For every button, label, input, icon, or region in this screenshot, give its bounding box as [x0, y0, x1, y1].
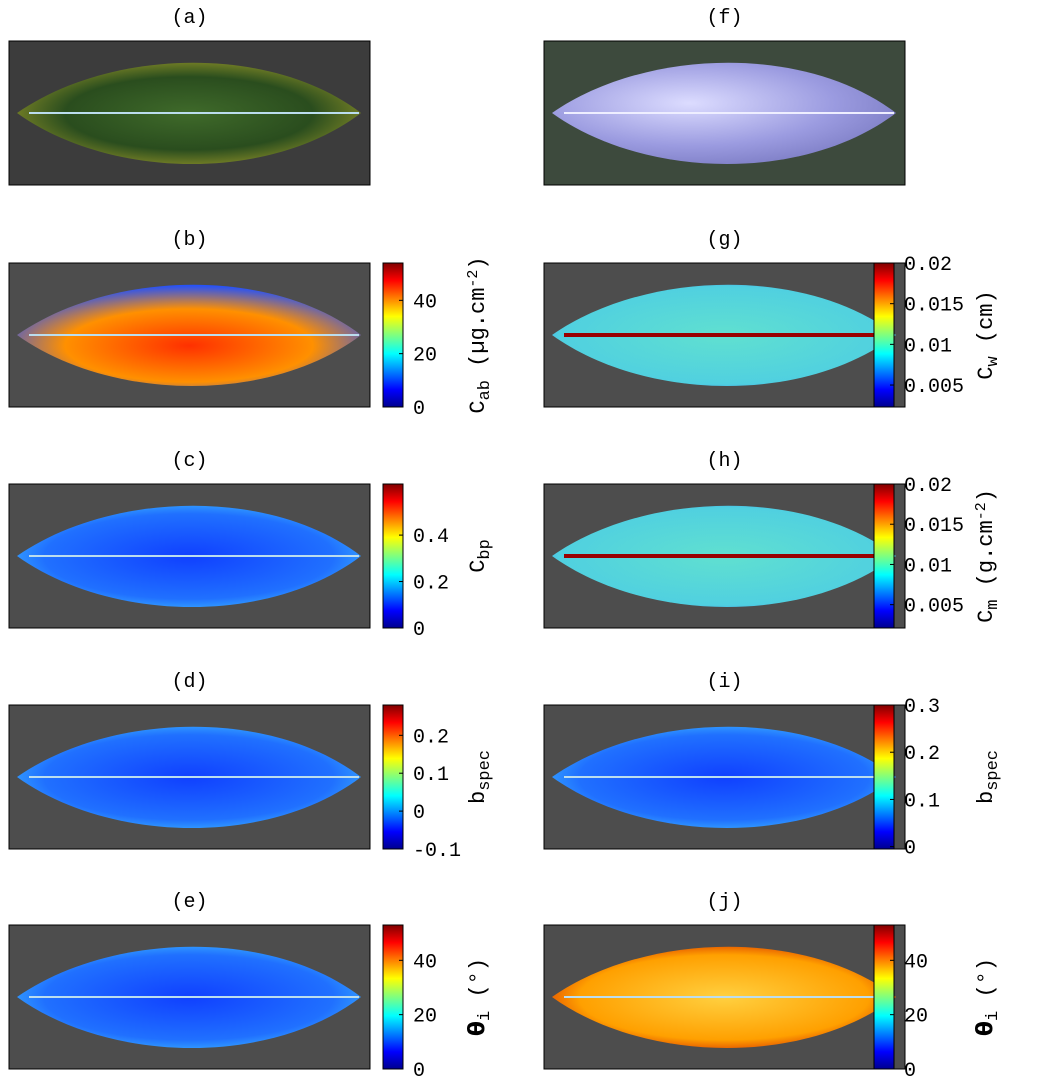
- colorbar-tick-label: 0.2: [413, 726, 449, 749]
- colorbar: [873, 262, 895, 408]
- colorbar-label-part: -2: [465, 270, 482, 288]
- colorbar-label-part: C: [974, 610, 999, 623]
- colorbar-tick-label: 0.2: [413, 573, 449, 596]
- colorbar-label-part: C: [466, 400, 491, 413]
- colorbar-label: bspec: [466, 750, 495, 804]
- colorbar-label-part: spec: [476, 750, 495, 791]
- colorbar-tick-label: 40: [413, 291, 437, 314]
- panel-title: (a): [171, 7, 207, 30]
- colorbar-tick-label: 0: [413, 1060, 425, 1081]
- colorbar-label: Cw (cm): [974, 290, 1003, 379]
- colorbar-tick-label: 40: [904, 951, 928, 974]
- colorbar: [873, 483, 895, 629]
- colorbar-label-part: spec: [984, 750, 1003, 791]
- colorbar-label: Cab (µg.cm-2): [465, 256, 496, 413]
- colorbar-label-part: m: [984, 600, 1003, 610]
- colorbar-tick-label: 20: [904, 1006, 928, 1029]
- colorbar-label-part: ab: [476, 380, 495, 400]
- panel-title: (b): [171, 229, 207, 252]
- colorbar-label: θi (°): [973, 958, 1003, 1036]
- panel-title: (e): [171, 891, 207, 914]
- colorbar-tick-label: 20: [413, 345, 437, 368]
- colorbar-tick-label: 0.1: [904, 790, 940, 813]
- colorbar-tick-label: 40: [413, 951, 437, 974]
- colorbar-label: Cbp: [466, 539, 495, 573]
- colorbar-label-part: w: [984, 356, 1003, 367]
- colorbar-label-part: i: [984, 1011, 1003, 1021]
- colorbar-tick-label: 0.1: [413, 764, 449, 787]
- colorbar-tick-label: 0: [904, 1060, 916, 1081]
- panel-title: (g): [706, 229, 742, 252]
- colorbar-label-part: (cm): [974, 290, 999, 356]
- colorbar-tick-label: 0.02: [904, 475, 952, 498]
- colorbar-label: bspec: [974, 750, 1003, 804]
- colorbar-tick-label: 0: [904, 838, 916, 861]
- colorbar-tick-label: 0.015: [904, 515, 964, 538]
- colorbar-tick-label: 0.02: [904, 254, 952, 277]
- colorbar-tick-label: 0: [413, 398, 425, 421]
- colorbar: [382, 924, 404, 1070]
- panel-title: (f): [706, 7, 742, 30]
- colorbar-tick-label: 0.005: [904, 376, 964, 399]
- colorbar: [873, 704, 895, 850]
- colorbar-tick-label: -0.1: [413, 840, 461, 863]
- panel-title: (d): [171, 671, 207, 694]
- colorbar-label-part: i: [476, 1011, 495, 1021]
- colorbar-tick-label: 0.3: [904, 696, 940, 719]
- panel-title: (h): [706, 450, 742, 473]
- colorbar-label: θi (°): [465, 958, 495, 1036]
- colorbar: [873, 924, 895, 1070]
- colorbar-tick-label: 0.2: [904, 743, 940, 766]
- colorbar-label-part: -2: [973, 502, 990, 520]
- panel-title: (c): [171, 450, 207, 473]
- colorbar-tick-label: 0.015: [904, 295, 964, 318]
- colorbar-label-part: ): [466, 256, 491, 269]
- colorbar-tick-label: 20: [413, 1006, 437, 1029]
- colorbar: [382, 262, 404, 408]
- colorbar-label-part: C: [466, 560, 491, 573]
- colorbar-label-part: θ: [973, 1021, 998, 1036]
- colorbar-tick-label: 0: [413, 802, 425, 825]
- colorbar-tick-label: 0.01: [904, 555, 952, 578]
- colorbar: [382, 704, 404, 850]
- colorbar-label-part: (°): [974, 958, 999, 1011]
- panel-title: (j): [706, 891, 742, 914]
- colorbar-label-part: b: [466, 791, 491, 804]
- colorbar-label-part: b: [974, 791, 999, 804]
- colorbar-tick-label: 0: [413, 619, 425, 642]
- colorbar-label-part: θ: [465, 1021, 490, 1036]
- colorbar-label-part: (g.cm: [974, 520, 999, 599]
- colorbar-label-part: ): [974, 489, 999, 502]
- colorbar-label-part: C: [974, 367, 999, 380]
- colorbar-label-part: (µg.cm: [466, 288, 491, 380]
- colorbar-tick-label: 0.01: [904, 335, 952, 358]
- colorbar-tick-label: 0.005: [904, 596, 964, 619]
- colorbar-tick-label: 0.4: [413, 526, 449, 549]
- colorbar-label-part: (°): [466, 958, 491, 1011]
- colorbar-label: Cm (g.cm-2): [973, 489, 1004, 623]
- colorbar: [382, 483, 404, 629]
- colorbar-label-part: bp: [476, 539, 495, 559]
- panel-title: (i): [706, 671, 742, 694]
